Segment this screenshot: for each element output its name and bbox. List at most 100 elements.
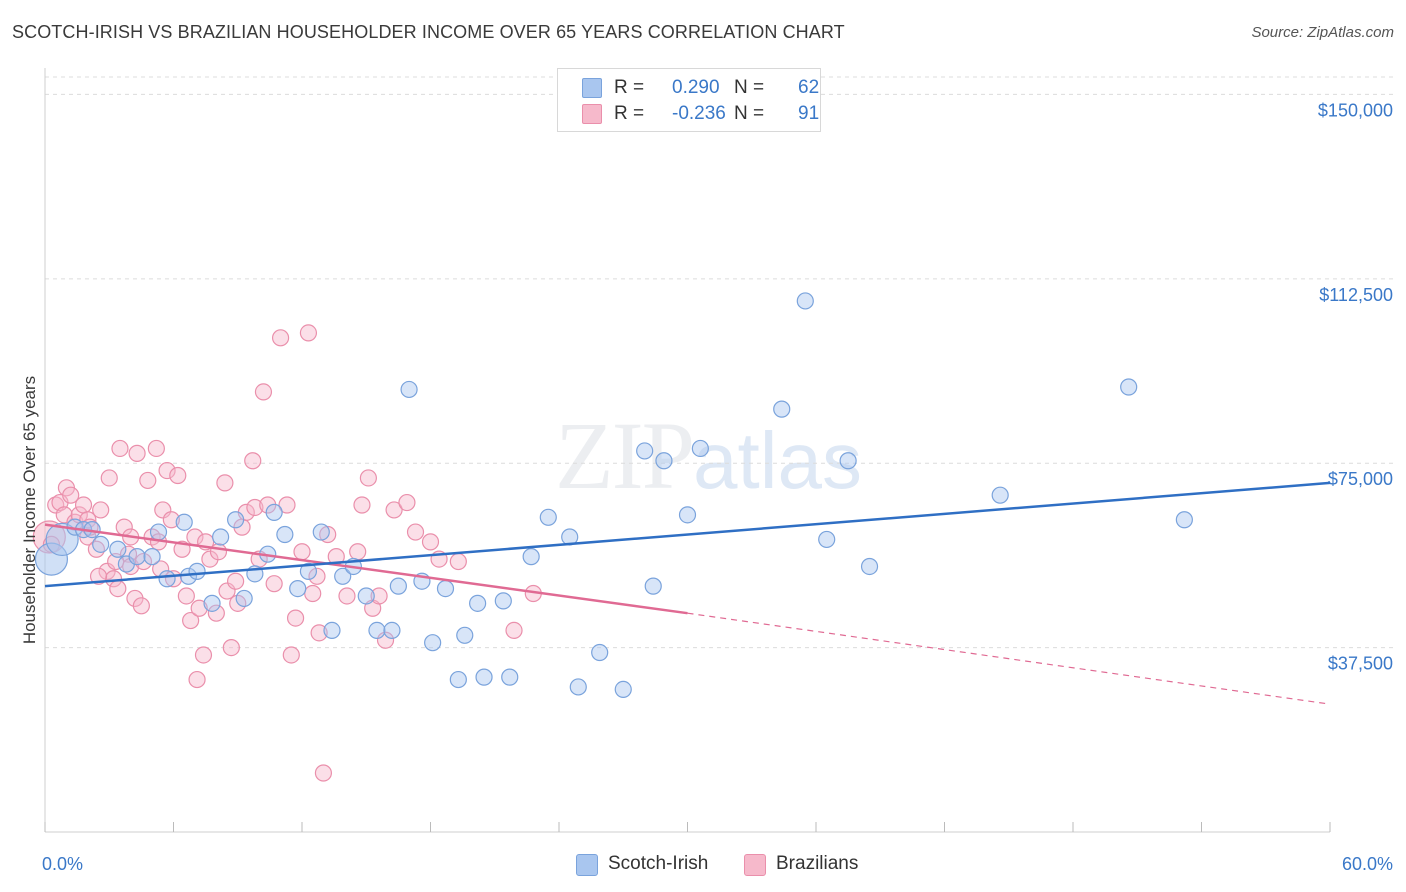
legend-n-label: N = xyxy=(734,103,765,124)
scotch-irish-point xyxy=(449,670,467,689)
brazilians-point xyxy=(74,496,93,514)
brazilians-point xyxy=(282,646,300,664)
brazilians-point xyxy=(128,444,146,462)
brazilians-point xyxy=(299,324,318,342)
scotch-irish-point xyxy=(389,577,407,595)
scotch-irish-point xyxy=(773,400,791,418)
brazilians-point xyxy=(314,764,333,782)
brazilians-point xyxy=(147,439,165,458)
scotch-irish-point xyxy=(265,503,283,521)
scotch-irish-point xyxy=(614,680,632,699)
brazilians-point xyxy=(385,501,403,519)
brazilians-trendline xyxy=(44,523,688,615)
scotch-irish-point xyxy=(334,567,352,585)
scotch-irish-point xyxy=(143,548,161,566)
brazilians-point xyxy=(92,501,110,519)
brazilians-point xyxy=(62,486,80,504)
y-tick-label: $37,500 xyxy=(1328,654,1393,674)
brazilians-point xyxy=(111,439,129,458)
brazilians-point xyxy=(216,474,234,492)
scotch-irish-point xyxy=(839,452,857,470)
scotch-irish-point xyxy=(475,668,493,686)
scotch-irish-point xyxy=(494,592,512,610)
scotch-irish-point xyxy=(175,513,193,531)
brazilians-swatch xyxy=(582,104,602,124)
brazilians-point xyxy=(505,621,523,639)
brazilians-point xyxy=(194,646,213,664)
y-tick-label: $112,500 xyxy=(1319,285,1393,305)
series-label-brazilians: Brazilians xyxy=(776,853,859,874)
legend-n-label: N = xyxy=(734,77,765,98)
brazilians-point xyxy=(100,469,118,487)
watermark: ZIPatlas xyxy=(555,400,862,511)
brazilians-point xyxy=(177,587,195,605)
scotch-irish-point xyxy=(522,548,540,566)
scotch-irish-swatch xyxy=(576,854,598,876)
brazilians-point xyxy=(246,498,264,517)
series-label-scotch-irish: Scotch-Irish xyxy=(608,853,709,874)
brazilians-point xyxy=(182,611,200,630)
scotch-irish-point xyxy=(149,523,168,541)
scotch-irish-point xyxy=(469,594,487,612)
scotch-irish-point xyxy=(1120,378,1138,396)
brazilians-point xyxy=(244,452,262,470)
brazilians-point xyxy=(227,572,245,590)
scotch-irish-point xyxy=(227,511,245,529)
brazilians-point xyxy=(353,496,371,514)
scotch-irish-point xyxy=(323,621,341,639)
y-tick-label: $150,000 xyxy=(1318,100,1393,120)
brazilians-point xyxy=(158,461,176,480)
scotch-irish-point xyxy=(860,557,879,576)
brazilians-point xyxy=(349,543,367,561)
scotch-irish-point xyxy=(796,292,814,310)
scotch-irish-swatch xyxy=(582,78,602,98)
scotch-irish-point xyxy=(691,439,709,458)
scotch-irish-point xyxy=(299,562,318,580)
scotch-irish-point xyxy=(424,634,442,652)
scotch-irish-point xyxy=(188,562,206,580)
scotch-irish-point xyxy=(235,589,253,608)
scotch-irish-point xyxy=(678,506,697,524)
legend-n-value: 62 xyxy=(798,77,820,98)
scotch-irish-point xyxy=(644,577,662,595)
y-tick-label: $75,000 xyxy=(1328,469,1393,489)
brazilians-point xyxy=(139,471,157,490)
brazilians-point xyxy=(162,511,180,529)
brazilians-point xyxy=(132,597,150,615)
brazilians-point xyxy=(254,383,273,401)
brazilians-point xyxy=(265,575,283,593)
brazilians-point xyxy=(222,639,240,657)
scotch-irish-point xyxy=(436,579,455,598)
scotch-irish-point xyxy=(818,530,836,549)
brazilians-point xyxy=(359,469,377,487)
scotch-irish-point xyxy=(158,570,176,588)
brazilians-point xyxy=(207,604,225,622)
brazilians-point xyxy=(271,329,290,347)
scotch-irish-point xyxy=(92,535,110,553)
scotch-irish-trendline xyxy=(44,481,1331,588)
legend-n-value: 91 xyxy=(798,103,820,124)
brazilians-point xyxy=(209,543,228,561)
scotch-irish-point xyxy=(212,528,230,546)
brazilians-point xyxy=(449,552,467,571)
legend-r-label: R = xyxy=(614,103,645,124)
scotch-irish-point xyxy=(276,525,294,544)
scotch-irish-point xyxy=(203,594,221,612)
scotch-irish-point xyxy=(636,442,654,460)
brazilians-point xyxy=(398,493,416,512)
brazilians-point xyxy=(286,609,305,627)
scotch-irish-point xyxy=(109,540,127,558)
scotch-irish-point xyxy=(591,643,609,662)
scotch-irish-point xyxy=(1175,511,1193,529)
brazilians-point xyxy=(304,584,322,603)
scotch-irish-point xyxy=(368,621,386,639)
chart-title: SCOTCH-IRISH VS BRAZILIAN HOUSEHOLDER IN… xyxy=(12,22,845,42)
scotch-irish-point xyxy=(357,587,375,605)
brazilians-point xyxy=(338,587,356,605)
y-axis-label: Householder Income Over 65 years xyxy=(20,375,39,645)
scotch-irish-point xyxy=(289,579,307,598)
x-tick-label-max: 60.0% xyxy=(1342,854,1393,874)
legend-r-value: 0.290 xyxy=(672,77,720,98)
legend-r-label: R = xyxy=(614,77,645,98)
